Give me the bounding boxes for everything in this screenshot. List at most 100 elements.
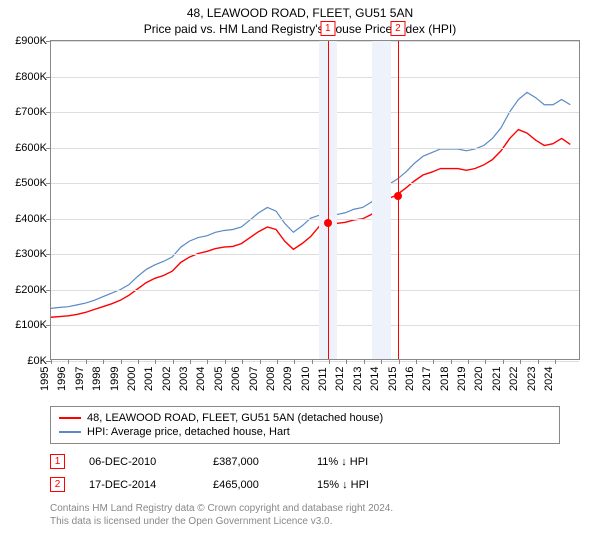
- x-axis-label: 2011: [317, 367, 329, 391]
- page-title: 48, LEAWOOD ROAD, FLEET, GU51 5AN: [0, 0, 600, 20]
- gridline: [51, 325, 579, 326]
- gridline: [51, 290, 579, 291]
- x-axis-label: 2002: [160, 367, 172, 391]
- x-axis-label: 2019: [456, 367, 468, 391]
- x-tick: [520, 359, 521, 364]
- x-tick: [364, 359, 365, 364]
- sale-marker: 1: [320, 21, 335, 36]
- x-tick: [207, 359, 208, 364]
- y-axis-label: £300K: [15, 248, 47, 260]
- x-axis-label: 2006: [230, 367, 242, 391]
- x-tick: [538, 359, 539, 364]
- y-axis-label: £500K: [15, 177, 47, 189]
- x-axis-label: 1998: [91, 367, 103, 391]
- attribution-footer: Contains HM Land Registry data © Crown c…: [50, 502, 560, 528]
- x-axis-label: 2024: [543, 367, 555, 391]
- gridline: [51, 112, 579, 113]
- gridline: [51, 41, 579, 42]
- gridline: [51, 361, 579, 362]
- y-axis-label: £200K: [15, 284, 47, 296]
- x-tick: [503, 359, 504, 364]
- x-axis-label: 2005: [213, 367, 225, 391]
- x-axis-label: 2009: [282, 367, 294, 391]
- x-axis-label: 2015: [386, 367, 398, 391]
- sale-vline: [398, 41, 399, 359]
- x-tick: [173, 359, 174, 364]
- gridline: [51, 254, 579, 255]
- x-axis-label: 2020: [473, 367, 485, 391]
- legend-item: 48, LEAWOOD ROAD, FLEET, GU51 5AN (detac…: [59, 411, 551, 425]
- footer-line: Contains HM Land Registry data © Crown c…: [50, 502, 560, 515]
- x-axis-label: 2023: [525, 367, 537, 391]
- x-tick: [68, 359, 69, 364]
- sales-table: 106-DEC-2010£387,00011% ↓ HPI217-DEC-201…: [50, 450, 560, 496]
- y-axis-label: £900K: [15, 35, 47, 47]
- x-axis-label: 1999: [108, 367, 120, 391]
- x-tick: [485, 359, 486, 364]
- series-hpi: [51, 92, 570, 308]
- x-axis-label: 2000: [126, 367, 138, 391]
- sale-delta: 11% ↓ HPI: [317, 456, 368, 468]
- x-axis-label: 2010: [299, 367, 311, 391]
- sale-id-badge: 2: [50, 477, 65, 492]
- legend-label: 48, LEAWOOD ROAD, FLEET, GU51 5AN (detac…: [87, 412, 383, 424]
- x-axis-label: 2016: [404, 367, 416, 391]
- x-axis-label: 2017: [421, 367, 433, 391]
- y-axis-label: £600K: [15, 142, 47, 154]
- sale-vline: [328, 41, 329, 359]
- x-axis-label: 2022: [508, 367, 520, 391]
- chart-area: £0K£100K£200K£300K£400K£500K£600K£700K£8…: [50, 40, 580, 360]
- x-tick: [555, 359, 556, 364]
- sale-price: £387,000: [213, 456, 293, 468]
- plot-region: £0K£100K£200K£300K£400K£500K£600K£700K£8…: [50, 40, 580, 360]
- sale-marker: 2: [390, 21, 405, 36]
- x-tick: [468, 359, 469, 364]
- x-axis-label: 2003: [178, 367, 190, 391]
- y-axis-label: £800K: [15, 71, 47, 83]
- y-axis-label: £700K: [15, 106, 47, 118]
- x-tick: [277, 359, 278, 364]
- x-tick: [86, 359, 87, 364]
- x-tick: [329, 359, 330, 364]
- x-tick: [190, 359, 191, 364]
- sale-price: £465,000: [213, 479, 293, 491]
- sale-point: [324, 219, 332, 227]
- legend-label: HPI: Average price, detached house, Hart: [87, 426, 290, 438]
- x-tick: [103, 359, 104, 364]
- y-axis-label: £100K: [15, 319, 47, 331]
- x-tick: [416, 359, 417, 364]
- gridline: [51, 183, 579, 184]
- x-axis-label: 2021: [491, 367, 503, 391]
- x-tick: [121, 359, 122, 364]
- x-tick: [451, 359, 452, 364]
- x-axis-label: 1995: [39, 367, 51, 391]
- x-tick: [381, 359, 382, 364]
- x-tick: [260, 359, 261, 364]
- x-axis-label: 2007: [247, 367, 259, 391]
- x-axis-label: 2004: [195, 367, 207, 391]
- sale-row: 217-DEC-2014£465,00015% ↓ HPI: [50, 473, 560, 496]
- x-tick: [312, 359, 313, 364]
- x-tick: [155, 359, 156, 364]
- gridline: [51, 77, 579, 78]
- legend-swatch: [59, 431, 81, 433]
- x-tick: [225, 359, 226, 364]
- y-axis-label: £0K: [27, 355, 47, 367]
- x-tick: [399, 359, 400, 364]
- footer-line: This data is licensed under the Open Gov…: [50, 515, 560, 528]
- x-tick: [242, 359, 243, 364]
- y-axis-label: £400K: [15, 213, 47, 225]
- sale-delta: 15% ↓ HPI: [317, 479, 369, 491]
- x-tick: [51, 359, 52, 364]
- x-axis-label: 1996: [56, 367, 68, 391]
- legend-item: HPI: Average price, detached house, Hart: [59, 425, 551, 439]
- x-axis-label: 2013: [352, 367, 364, 391]
- x-axis-label: 2012: [334, 367, 346, 391]
- sale-point: [394, 192, 402, 200]
- legend: 48, LEAWOOD ROAD, FLEET, GU51 5AN (detac…: [50, 406, 560, 444]
- x-tick: [294, 359, 295, 364]
- gridline: [51, 148, 579, 149]
- x-axis-label: 2008: [265, 367, 277, 391]
- gridline: [51, 219, 579, 220]
- x-axis-label: 2018: [438, 367, 450, 391]
